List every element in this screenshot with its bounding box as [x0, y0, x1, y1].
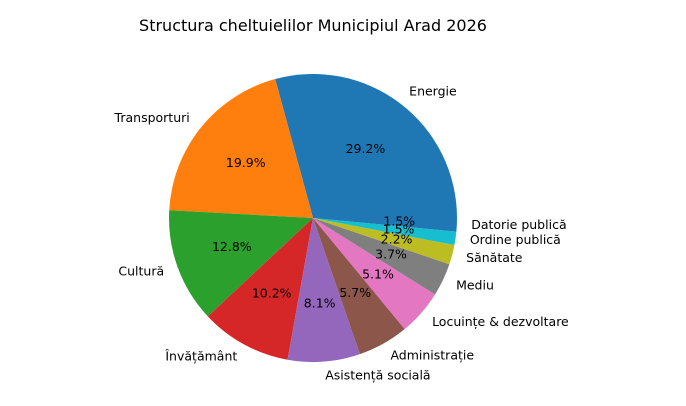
slice-label-invatamant: Învățământ — [164, 349, 237, 364]
slice-label-ordine-publica: Ordine publică — [470, 232, 561, 247]
pie-slice-ordine-publica — [313, 218, 457, 246]
pie-slice-datorie-publica — [313, 218, 457, 232]
slice-label-cultura: Cultură — [118, 264, 164, 279]
slice-label-mediu: Mediu — [456, 277, 494, 292]
chart-title: Structura cheltuielilor Municipiul Arad … — [139, 16, 487, 35]
percent-label-transporturi: 19.9% — [226, 155, 266, 170]
slice-label-administratie: Administrație — [390, 348, 474, 363]
percent-label-asistenta-sociala: 8.1% — [304, 296, 336, 311]
percent-label-locuinte-dezvoltare: 5.1% — [362, 266, 394, 281]
slice-label-datorie-publica: Datorie publică — [471, 217, 566, 232]
pie-slice-mediu — [313, 218, 450, 295]
percent-label-invatamant: 10.2% — [252, 285, 292, 300]
slice-label-transporturi: Transporturi — [114, 110, 190, 125]
pie-slice-sanatate — [313, 218, 455, 265]
percent-label-mediu: 3.7% — [375, 247, 407, 262]
percent-label-cultura: 12.8% — [212, 239, 252, 254]
pie-slice-transporturi — [169, 79, 313, 218]
slice-label-locuinte-dezvoltare: Locuințe & dezvoltare — [432, 314, 569, 329]
percent-labels: 29.2% 19.9% 12.8% 10.2% 8.1%5.7% 5.1% 3.7%2.2%… — [212, 141, 415, 311]
pie-slice-administratie — [313, 218, 405, 355]
slice-label-sanatate: Sănătate — [466, 250, 523, 265]
pie-slice-energie — [275, 74, 457, 218]
percent-label-ordine-publica: 1.5% — [383, 222, 415, 237]
percent-label-datorie-publica: 1.5% — [383, 214, 415, 229]
pie-slice-invatamant — [207, 218, 313, 360]
percent-label-administratie: 5.7% — [339, 285, 371, 300]
pie-slice-cultura — [169, 210, 313, 317]
pie-slices — [169, 74, 457, 362]
slice-label-asistenta-sociala: Asistență socială — [325, 367, 430, 382]
percent-label-sanatate: 2.2% — [381, 232, 413, 247]
pie-slice-asistenta-sociala — [287, 218, 360, 362]
slice-label-energie: Energie — [409, 84, 457, 99]
percent-label-energie: 29.2% — [346, 141, 386, 156]
pie-slice-locuinte-dezvoltare — [313, 218, 436, 330]
slice-labels: Energie Transporturi Cultură Învățământ Asis… — [114, 84, 570, 383]
